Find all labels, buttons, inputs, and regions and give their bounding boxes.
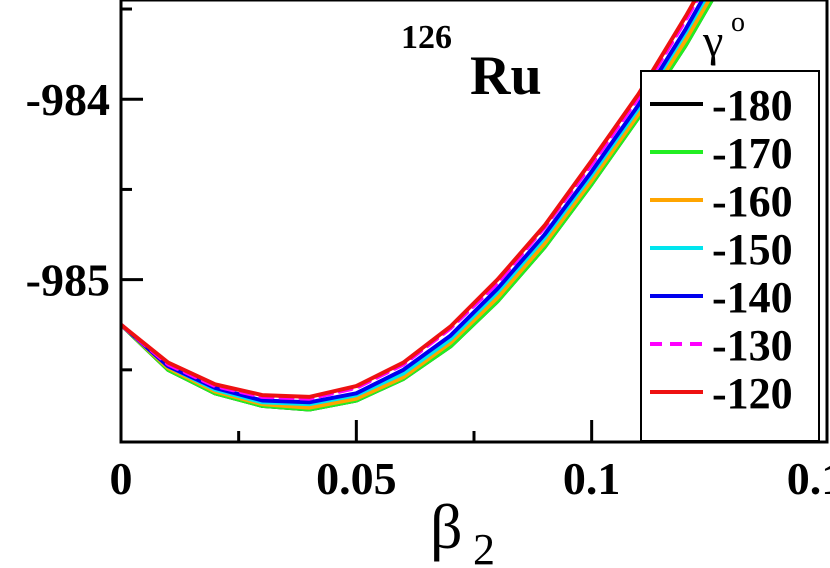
legend-label-5: -130 [712, 321, 793, 370]
legend-title-superscript: o [731, 7, 745, 38]
x-axis-label-text: β [430, 491, 463, 562]
legend-label-6: -120 [712, 369, 793, 418]
legend-label-0: -180 [712, 81, 793, 130]
legend-label-4: -140 [712, 273, 793, 322]
x-tick-label: 0.15 [787, 453, 830, 504]
x-axis-label-subscript: 2 [473, 525, 495, 568]
x-tick-label: 0.1 [563, 453, 621, 504]
y-tick-label: -985 [26, 255, 110, 306]
legend-items: -180-170-160-150-140-130-120 [650, 81, 793, 418]
series-layer [121, 0, 715, 412]
legend: γ o -180-170-160-150-140-130-120 [640, 7, 820, 442]
legend-label-1: -170 [712, 129, 793, 178]
legend-label-2: -160 [712, 177, 793, 226]
y-tick-label: -984 [26, 74, 110, 125]
legend-title: γ [702, 15, 723, 66]
chart-title-text: Ru [470, 45, 542, 107]
x-tick-label: 0 [110, 453, 133, 504]
legend-box [640, 70, 820, 442]
chart-title: 126 Ru [401, 19, 542, 107]
series-line-4 [121, 0, 705, 405]
series-line-6 [121, 0, 698, 399]
axis-layer: 0 0.05 0.1 0.15 -984 -985 [26, 7, 830, 504]
x-tick-label: 0.05 [316, 453, 397, 504]
x-axis-label: β 2 [430, 491, 495, 568]
legend-label-3: -150 [712, 225, 793, 274]
chart-title-superscript: 126 [401, 19, 452, 56]
